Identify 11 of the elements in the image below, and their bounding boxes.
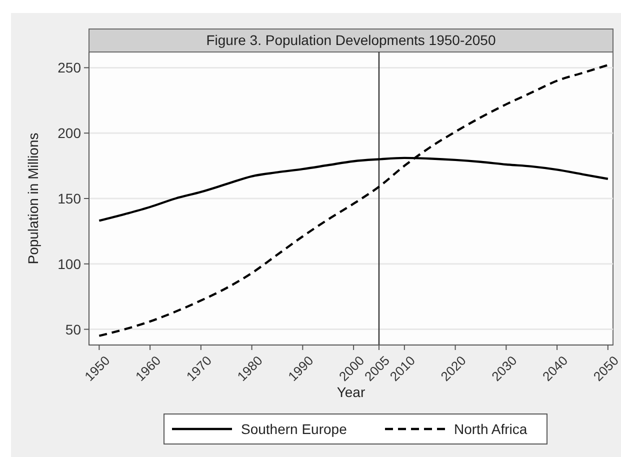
x-axis-title: Year — [336, 384, 366, 400]
y-tick-label: 50 — [65, 321, 82, 338]
y-tick-label: 200 — [58, 125, 82, 142]
y-tick-label: 150 — [58, 190, 82, 206]
line-series — [98, 64, 610, 337]
y-axis-title: Population in Millions — [25, 132, 41, 264]
y-tick-label: 250 — [58, 60, 82, 76]
y-tick-label: 100 — [58, 256, 82, 272]
chart-title: Figure 3. Population Developments 1950-2050 — [206, 32, 496, 48]
legend-label: Southern Europe — [241, 421, 348, 437]
legend-label: North Africa — [454, 421, 528, 437]
